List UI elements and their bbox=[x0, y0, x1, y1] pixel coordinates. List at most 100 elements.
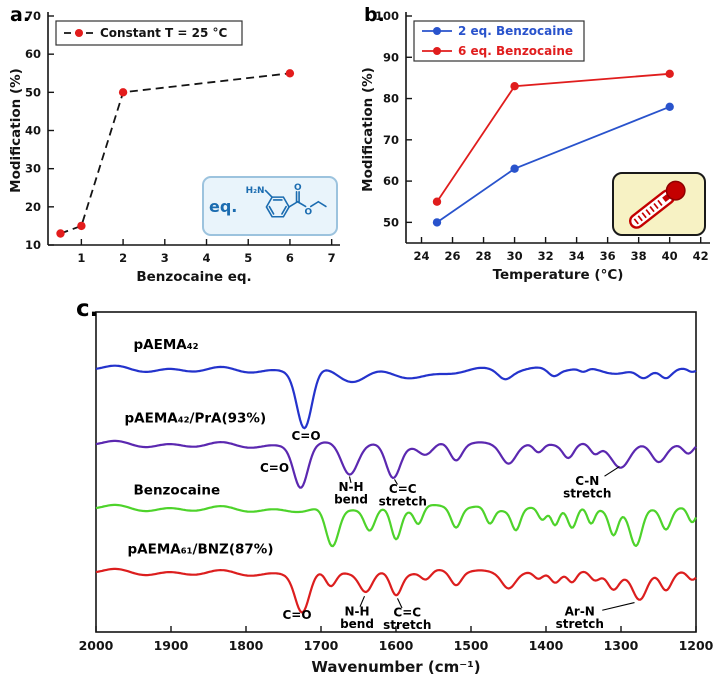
benzocaine-structure-icon: H₂N O O bbox=[246, 183, 328, 218]
legend-label: 2 eq. Benzocaine bbox=[458, 24, 573, 38]
modification-vs-temperature-chart: 24 26 28 30 32 34 36 38 40 42 50 60 70 80 90 100 Tempera… bbox=[360, 9, 710, 283]
x-tick-label: 2000 bbox=[79, 638, 114, 653]
ftir-spectra-chart: 2000 1900 1800 1700 1600 1500 1400 1300 1200 Wave… bbox=[79, 311, 714, 676]
data-point bbox=[77, 221, 86, 231]
data-point bbox=[510, 164, 519, 173]
x-tick-label: 1800 bbox=[229, 638, 264, 653]
peak-annotation: stretch bbox=[563, 486, 611, 500]
x-tick-label: 1700 bbox=[304, 638, 339, 653]
data-point bbox=[56, 229, 65, 238]
annotation-pointer-line bbox=[602, 602, 635, 611]
legend-label: Constant T = 25 °C bbox=[100, 26, 228, 40]
y-tick-label: 50 bbox=[25, 85, 41, 99]
spectrum-trace bbox=[95, 503, 697, 548]
peak-annotation: stretch bbox=[383, 618, 431, 632]
series-Constant T = 25 °C bbox=[56, 69, 295, 238]
y-tick-label: 20 bbox=[25, 200, 41, 214]
annotation-pointer-line bbox=[604, 466, 620, 477]
x-axis-label: Wavenumber (cm⁻¹) bbox=[311, 658, 480, 676]
x-tick-label: 30 bbox=[507, 249, 523, 263]
carbonyl-oxygen-label: O bbox=[294, 183, 302, 193]
panel-a-label: a. bbox=[10, 4, 31, 26]
x-tick-label: 1400 bbox=[529, 638, 564, 653]
peak-annotation: bend bbox=[334, 493, 368, 507]
data-point bbox=[432, 218, 442, 227]
x-tick-label: 1 bbox=[77, 251, 85, 265]
y-tick-label: 10 bbox=[25, 238, 41, 252]
peak-annotation: C=O bbox=[282, 608, 311, 622]
benzocaine-eq-inset: eq. H₂N O O bbox=[202, 176, 338, 236]
x-tick-label: 2 bbox=[119, 251, 127, 265]
thermometer-inset bbox=[612, 172, 706, 236]
peak-annotation: N-H bbox=[344, 604, 369, 618]
x-tick-label: 38 bbox=[631, 249, 647, 263]
x-tick-label: 1500 bbox=[454, 638, 489, 653]
spectrum-trace bbox=[95, 439, 697, 489]
x-tick-label: 6 bbox=[286, 251, 294, 265]
x-tick-label: 36 bbox=[600, 249, 616, 263]
plot-frame bbox=[95, 311, 697, 633]
y-axis-label: Modification (%) bbox=[360, 67, 376, 192]
trace-label: pAEMA₄₂ bbox=[134, 337, 199, 353]
modification-vs-eq-chart: 1 2 3 4 5 6 7 10 20 30 40 50 60 70 Benzocaine eq. Modif… bbox=[8, 9, 340, 285]
legend-label: 6 eq. Benzocaine bbox=[458, 44, 573, 58]
x-tick-label: 3 bbox=[161, 251, 169, 265]
data-point bbox=[118, 88, 128, 97]
x-axis-label: Benzocaine eq. bbox=[136, 269, 251, 285]
axes: 1 2 3 4 5 6 7 10 20 30 40 50 60 70 bbox=[25, 9, 340, 265]
x-tick-label: 34 bbox=[569, 249, 585, 263]
spectrum-trace bbox=[95, 567, 697, 614]
data-point bbox=[285, 69, 295, 78]
y-tick-label: 70 bbox=[25, 9, 41, 23]
axes: 24 26 28 30 32 34 36 38 40 42 50 60 70 80 90 100 bbox=[375, 9, 710, 263]
data-point bbox=[665, 102, 674, 112]
x-tick-label: 26 bbox=[445, 249, 461, 263]
y-tick-label: 60 bbox=[383, 174, 399, 188]
x-tick-label: 1200 bbox=[679, 638, 714, 653]
annotation-pointer-line bbox=[359, 595, 366, 607]
peak-annotation: C=O bbox=[291, 429, 320, 443]
data-point bbox=[432, 197, 442, 206]
x-tick-label: 1600 bbox=[379, 638, 414, 653]
y-tick-label: 80 bbox=[383, 92, 399, 106]
y-tick-label: 100 bbox=[375, 9, 399, 23]
y-axis-label: Modification (%) bbox=[8, 68, 24, 193]
peak-annotation: bend bbox=[340, 617, 374, 631]
series-6 eq. Benzocaine bbox=[432, 69, 674, 206]
legend: Constant T = 25 °C bbox=[55, 20, 243, 46]
trace-label: pAEMA₄₂/PrA(93%) bbox=[125, 410, 267, 426]
x-axis-label: Temperature (°C) bbox=[493, 267, 624, 283]
x-tick-label: 7 bbox=[328, 251, 336, 265]
ester-oxygen-label: O bbox=[305, 207, 313, 217]
x-tick-label: 32 bbox=[538, 249, 554, 263]
y-tick-label: 30 bbox=[25, 162, 41, 176]
data-point bbox=[510, 82, 519, 91]
peak-annotation: C-N bbox=[575, 474, 599, 488]
x-tick-label: 24 bbox=[414, 249, 430, 263]
x-tick-label: 40 bbox=[662, 249, 678, 263]
annotation-pointer-line bbox=[397, 598, 403, 609]
y-tick-label: 50 bbox=[383, 215, 399, 229]
trace-label: Benzocaine bbox=[134, 482, 221, 498]
x-tick-label: 5 bbox=[244, 251, 252, 265]
annotation-pointer-line bbox=[394, 479, 398, 485]
peak-annotation: stretch bbox=[556, 617, 604, 631]
y-tick-label: 40 bbox=[25, 124, 41, 138]
thermometer-icon bbox=[628, 180, 686, 229]
x-tick-label: 1300 bbox=[604, 638, 639, 653]
eq-label: eq. bbox=[209, 196, 238, 216]
x-tick-label: 1900 bbox=[154, 638, 189, 653]
peak-annotation: C=C bbox=[389, 482, 417, 496]
panel-c-label: c. bbox=[76, 296, 99, 322]
annotation-pointer-line bbox=[348, 476, 352, 484]
y-tick-label: 90 bbox=[383, 50, 399, 64]
legend: 2 eq. Benzocaine 6 eq. Benzocaine bbox=[413, 20, 585, 62]
x-tick-label: 28 bbox=[476, 249, 492, 263]
peak-annotation: N-H bbox=[338, 480, 363, 494]
y-tick-label: 70 bbox=[383, 133, 399, 147]
spectrum-trace bbox=[95, 364, 697, 430]
peak-annotation: C=C bbox=[393, 606, 421, 620]
panel-b-label: b. bbox=[364, 4, 385, 26]
peak-annotation: Ar-N bbox=[565, 604, 595, 618]
